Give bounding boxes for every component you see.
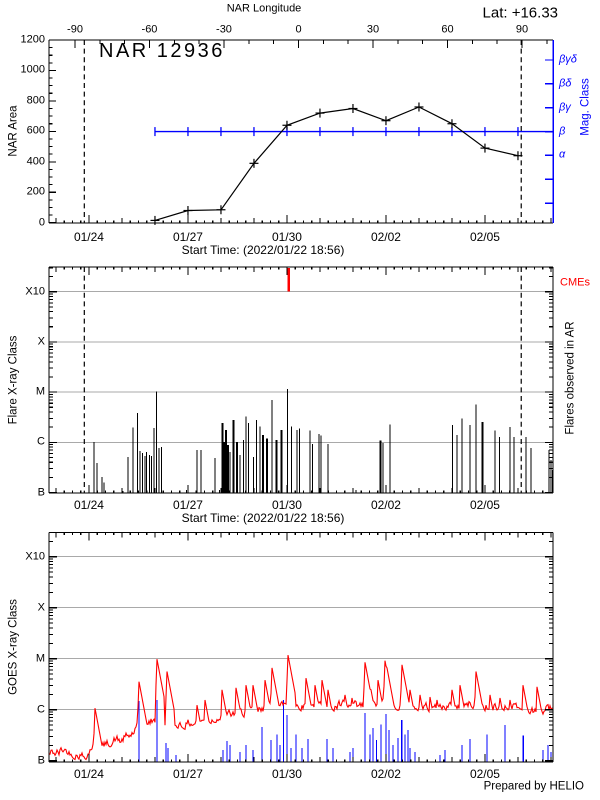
- x-tick-label: 01/30: [271, 229, 302, 244]
- x-tick-label: 02/05: [469, 497, 500, 512]
- latitude-label: Lat: +16.33: [482, 4, 558, 22]
- right-axis-title-mag-class: Mag. Class: [579, 78, 592, 136]
- mag-class-tick-label: βγ: [559, 101, 571, 114]
- nar-area-tick-label: 400: [26, 155, 45, 168]
- longitude-tick-label: -60: [141, 23, 158, 36]
- longitude-tick-label: 0: [295, 23, 302, 36]
- start-time-label-panel1: Start Time: (2022/01/22 18:56): [181, 243, 345, 257]
- longitude-tick-label: 60: [441, 23, 454, 36]
- longitude-tick-label: 30: [366, 23, 380, 36]
- mag-class-tick-label: βδ: [559, 77, 572, 90]
- flare-class-tick-label: M: [35, 385, 45, 398]
- x-tick-label: 01/30: [271, 497, 302, 512]
- x-tick-label: 01/24: [73, 766, 104, 781]
- x-tick-label: 02/02: [370, 497, 401, 512]
- nar-area-tick-label: 200: [26, 185, 45, 198]
- goes-class-tick-label: X10: [25, 550, 45, 563]
- mag-class-tick-label: β: [559, 125, 566, 138]
- nar-area-tick-label: 1200: [20, 33, 45, 46]
- nar-area-tick-label: 800: [26, 94, 45, 107]
- right-axis-title-flares-observed: Flares observed in AR: [564, 321, 577, 435]
- flare-class-tick-label: X: [37, 335, 45, 348]
- y-axis-title-goes-class: GOES X-ray Class: [7, 599, 20, 695]
- longitude-tick-label: -90: [67, 23, 83, 36]
- top-axis-title: NAR Longitude: [226, 2, 302, 15]
- prepared-by-label: Prepared by HELIO: [483, 780, 584, 793]
- x-tick-label: 02/05: [469, 229, 500, 244]
- x-tick-label: 01/24: [73, 229, 104, 244]
- x-tick-label: 02/05: [469, 766, 500, 781]
- y-axis-title-nar-area: NAR Area: [7, 105, 20, 157]
- cmes-label: CMEs: [560, 276, 590, 289]
- x-tick-label: 01/24: [73, 497, 104, 512]
- x-tick-label: 02/02: [370, 229, 401, 244]
- longitude-tick-label: 90: [515, 23, 529, 36]
- flare-class-tick-label: C: [37, 435, 45, 448]
- flare-class-tick-label: B: [37, 486, 45, 498]
- nar-area-tick-label: 1000: [20, 63, 45, 76]
- y-axis-title-flare-class: Flare X-ray Class: [7, 335, 20, 425]
- mag-class-tick-label: α: [559, 148, 566, 161]
- goes-class-tick-label: B: [37, 754, 45, 767]
- goes-class-tick-label: X: [37, 601, 45, 614]
- nar-area-tick-label: 0: [38, 216, 45, 229]
- goes-class-tick-label: M: [35, 652, 45, 665]
- x-tick-label: 01/27: [172, 229, 203, 244]
- page-title: NAR 12936: [99, 40, 225, 62]
- x-tick-label: 02/02: [370, 766, 401, 781]
- nar-area-tick-label: 600: [26, 124, 45, 137]
- flare-class-tick-label: X10: [25, 285, 45, 298]
- x-tick-label: 01/30: [271, 766, 302, 781]
- mag-class-tick-label: βγδ: [559, 53, 577, 66]
- x-tick-label: 01/27: [172, 497, 203, 512]
- longitude-tick-label: -30: [216, 23, 232, 36]
- start-time-label-panel2: Start Time: (2022/01/22 18:56): [181, 511, 345, 525]
- goes-class-tick-label: C: [37, 703, 45, 716]
- x-tick-label: 01/27: [172, 766, 203, 781]
